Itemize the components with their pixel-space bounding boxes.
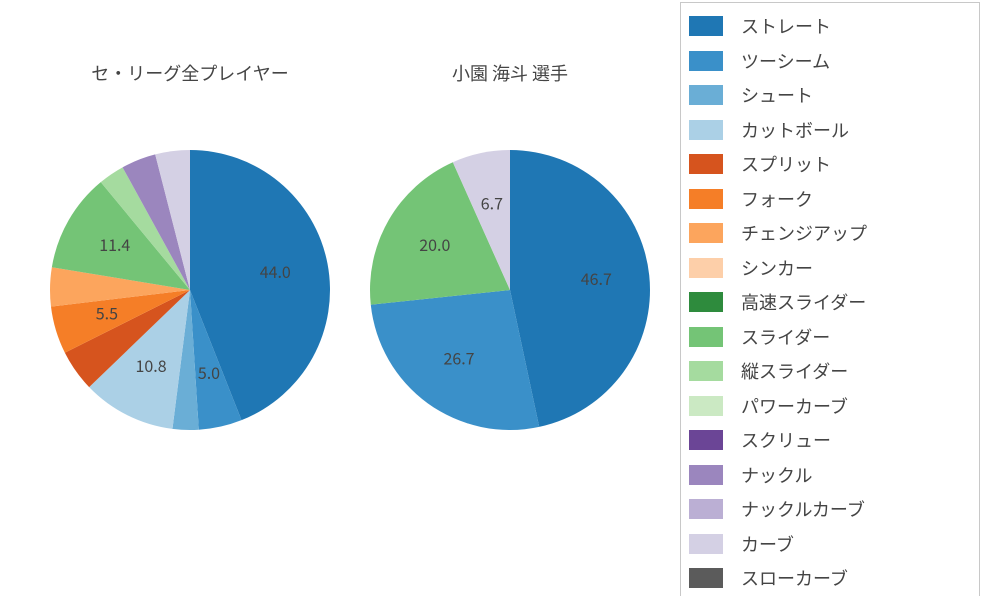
legend-item-0: ストレート [689,9,971,44]
legend-item-7: シンカー [689,251,971,286]
legend-item-9: スライダー [689,320,971,355]
legend-swatch-10 [689,361,723,381]
legend-swatch-7 [689,258,723,278]
legend-label-4: スプリット [741,151,831,177]
legend-label-12: スクリュー [741,427,831,453]
legend-label-5: フォーク [741,186,813,212]
legend-swatch-8 [689,292,723,312]
legend-swatch-3 [689,120,723,140]
legend: ストレートツーシームシュートカットボールスプリットフォークチェンジアップシンカー… [680,2,980,596]
legend-swatch-9 [689,327,723,347]
legend-label-15: カーブ [741,531,794,557]
legend-swatch-14 [689,499,723,519]
legend-item-12: スクリュー [689,423,971,458]
legend-item-13: ナックル [689,458,971,493]
legend-swatch-6 [689,223,723,243]
pie-1-slice-0-label: 46.7 [581,266,612,290]
legend-swatch-2 [689,85,723,105]
legend-swatch-11 [689,396,723,416]
legend-swatch-4 [689,154,723,174]
pie-1-slice-2-label: 20.0 [419,232,450,256]
legend-item-11: パワーカーブ [689,389,971,424]
legend-item-8: 高速スライダー [689,285,971,320]
legend-swatch-16 [689,568,723,588]
legend-label-9: スライダー [741,324,830,350]
pie-0-slice-3-label: 10.8 [136,353,167,377]
legend-label-10: 縦スライダー [741,358,848,384]
pie-charts-svg: セ・リーグ全プレイヤー 44.0 5.0 10.8 5.5 11.4 小園 海斗 選手 46.… [0,0,680,600]
legend-item-5: フォーク [689,182,971,217]
legend-item-1: ツーシーム [689,44,971,79]
legend-label-6: チェンジアップ [741,220,867,246]
legend-item-15: カーブ [689,527,971,562]
legend-label-16: スローカーブ [741,565,848,591]
legend-item-3: カットボール [689,113,971,148]
legend-label-14: ナックルカーブ [741,496,865,522]
legend-label-7: シンカー [741,255,813,281]
legend-item-6: チェンジアップ [689,216,971,251]
pie-0-slice-0-label: 44.0 [260,259,291,283]
legend-item-16: スローカーブ [689,561,971,596]
pie-0-slice-7-label: 11.4 [99,232,130,256]
legend-swatch-13 [689,465,723,485]
legend-item-14: ナックルカーブ [689,492,971,527]
pie-1-slice-1-label: 26.7 [443,346,474,370]
legend-label-2: シュート [741,82,813,108]
legend-item-4: スプリット [689,147,971,182]
legend-swatch-0 [689,16,723,36]
legend-swatch-5 [689,189,723,209]
chart-container: セ・リーグ全プレイヤー 44.0 5.0 10.8 5.5 11.4 小園 海斗 選手 46.… [0,0,1000,600]
legend-label-3: カットボール [741,117,849,143]
pie-title-0: セ・リーグ全プレイヤー [91,60,288,86]
legend-label-0: ストレート [741,13,831,39]
legend-label-11: パワーカーブ [741,393,848,419]
legend-swatch-1 [689,51,723,71]
pie-0-slice-1-label: 5.0 [198,360,220,384]
legend-label-13: ナックル [741,462,812,488]
legend-label-8: 高速スライダー [741,289,866,315]
legend-swatch-15 [689,534,723,554]
legend-label-1: ツーシーム [741,48,830,74]
legend-swatch-12 [689,430,723,450]
legend-item-10: 縦スライダー [689,354,971,389]
pie-0-slice-5-label: 5.5 [96,300,118,324]
legend-item-2: シュート [689,78,971,113]
pie-1-slice-3-label: 6.7 [481,190,503,214]
pie-title-1: 小園 海斗 選手 [452,60,568,86]
